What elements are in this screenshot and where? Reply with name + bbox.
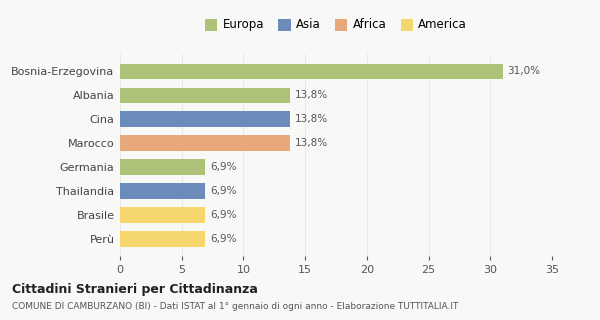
Bar (120, 64, 503, 79)
Text: 6,9%: 6,9% (210, 186, 236, 196)
Bar (120, 135, 290, 151)
Bar (120, 88, 290, 103)
Bar (120, 207, 205, 223)
Text: 6,9%: 6,9% (210, 210, 236, 220)
Text: 6,9%: 6,9% (210, 162, 236, 172)
Text: 13,8%: 13,8% (295, 138, 328, 148)
Bar (120, 111, 290, 127)
Bar (120, 183, 205, 199)
Text: Cittadini Stranieri per Cittadinanza: Cittadini Stranieri per Cittadinanza (12, 283, 258, 296)
Text: 6,9%: 6,9% (210, 234, 236, 244)
Text: 13,8%: 13,8% (295, 90, 328, 100)
Text: COMUNE DI CAMBURZANO (BI) - Dati ISTAT al 1° gennaio di ogni anno - Elaborazione: COMUNE DI CAMBURZANO (BI) - Dati ISTAT a… (12, 302, 458, 311)
Text: 31,0%: 31,0% (508, 66, 541, 76)
Text: 13,8%: 13,8% (295, 114, 328, 124)
Bar (120, 159, 205, 175)
Bar (120, 231, 205, 247)
Legend: Europa, Asia, Africa, America: Europa, Asia, Africa, America (203, 16, 469, 34)
